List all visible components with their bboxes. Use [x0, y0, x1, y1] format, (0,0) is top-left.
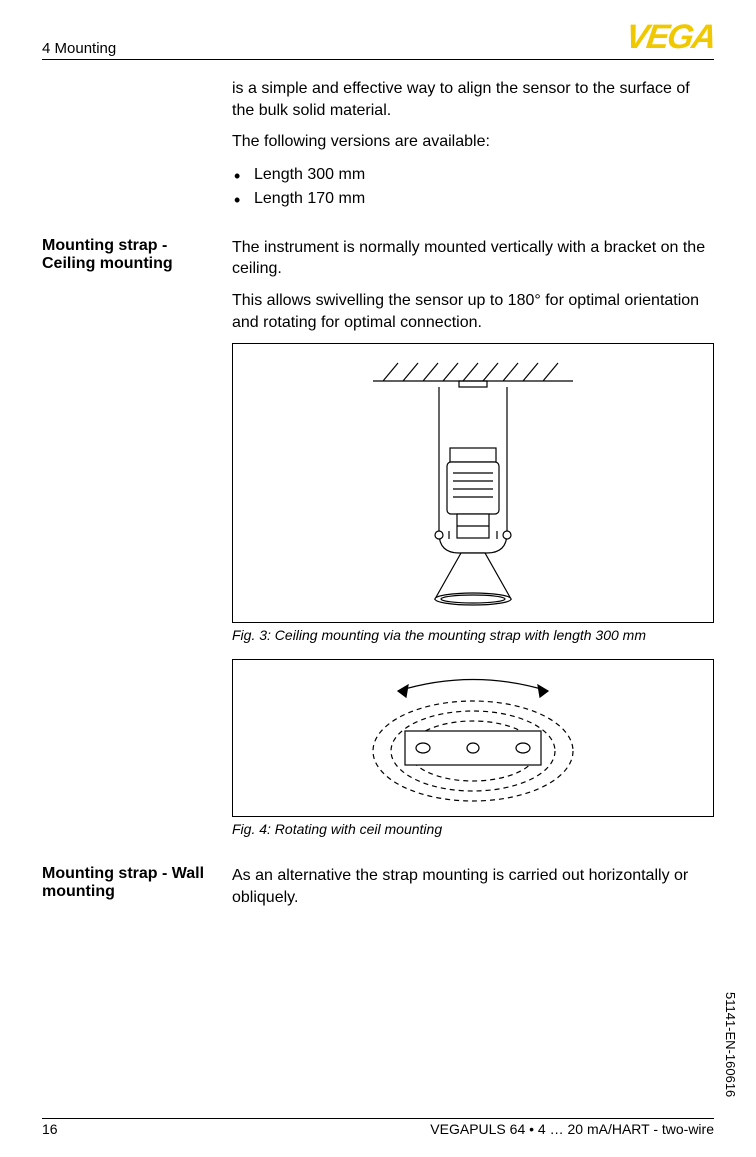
- version-list: Length 300 mm Length 170 mm: [232, 163, 714, 211]
- intro-paragraph-1: is a simple and effective way to align t…: [232, 78, 714, 121]
- figure-3-caption: Fig. 3: Ceiling mounting via the mountin…: [232, 627, 714, 643]
- ceiling-paragraph-2: This allows swivelling the sensor up to …: [232, 290, 714, 333]
- figure-4: [232, 659, 714, 817]
- page-number: 16: [42, 1121, 58, 1137]
- ceiling-mounting-diagram: [243, 353, 703, 613]
- list-item: Length 170 mm: [232, 187, 714, 211]
- wall-paragraph-1: As an alternative the strap mounting is …: [232, 865, 714, 908]
- ceiling-paragraph-1: The instrument is normally mounted verti…: [232, 237, 714, 280]
- brand-logo: VEGA: [626, 18, 714, 57]
- intro-paragraph-2: The following versions are available:: [232, 131, 714, 153]
- list-item: Length 300 mm: [232, 163, 714, 187]
- section-header: 4 Mounting: [42, 40, 116, 57]
- figure-4-caption: Fig. 4: Rotating with ceil mounting: [232, 821, 714, 837]
- logo-text: VEGA: [623, 18, 717, 57]
- wall-mounting-label: Mounting strap - Wall mounting: [42, 865, 232, 918]
- rotating-diagram: [243, 663, 703, 813]
- product-line: VEGAPULS 64 • 4 … 20 mA/HART - two-wire: [430, 1121, 714, 1137]
- document-code: 51141-EN-160616: [723, 992, 738, 1097]
- figure-3: [232, 343, 714, 623]
- ceiling-mounting-label: Mounting strap - Ceiling mounting: [42, 237, 232, 853]
